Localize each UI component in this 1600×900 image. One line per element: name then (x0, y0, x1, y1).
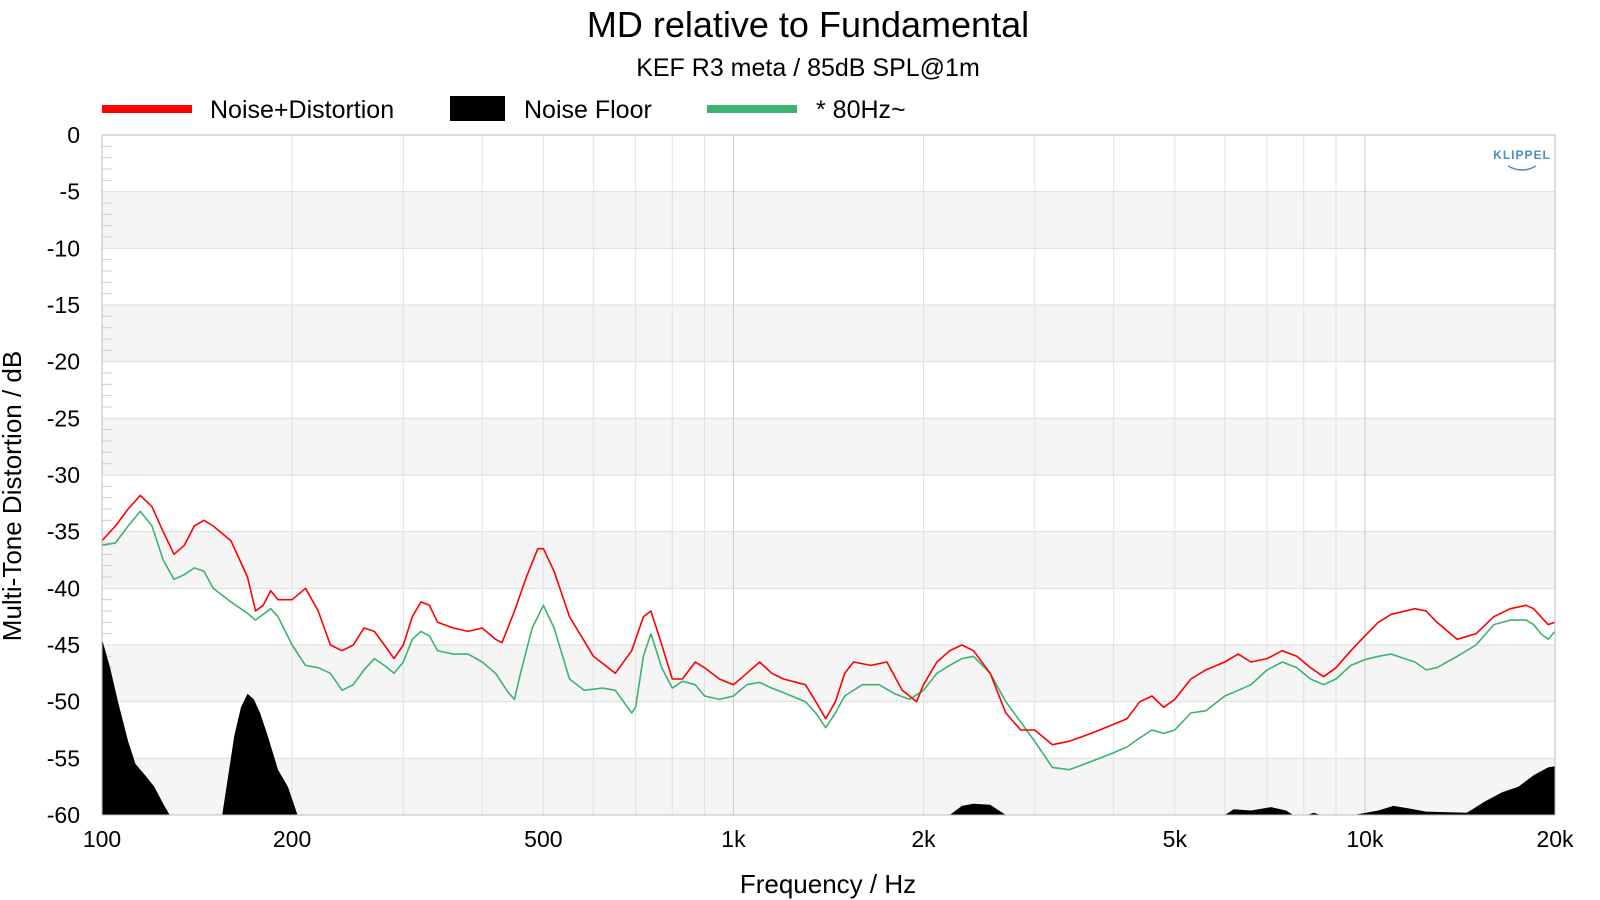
chart-subtitle: KEF R3 meta / 85dB SPL@1m (636, 54, 980, 82)
x-tick-labels: 100 200 500 1k 2k 5k 10k 20k (83, 826, 1574, 852)
y-tick-label: 0 (67, 122, 80, 148)
x-tick-label: 2k (911, 826, 936, 852)
plot-band (102, 645, 1555, 702)
x-tick-label: 5k (1163, 826, 1188, 852)
legend-label-noise-distortion: Noise+Distortion (210, 96, 394, 124)
y-tick-labels: 0 -5 -10 -15 -20 -25 -30 -35 -40 -45 -50 -55 -60 (47, 122, 80, 828)
legend: Noise+Distortion Noise Floor * 80Hz~ (102, 96, 906, 124)
y-tick-label: -15 (47, 292, 80, 318)
y-tick-label: -30 (47, 462, 80, 488)
x-tick-label: 10k (1346, 826, 1384, 852)
legend-swatch-80hz (707, 105, 797, 113)
legend-label-80hz: * 80Hz~ (816, 96, 906, 124)
y-tick-label: -20 (47, 349, 80, 375)
y-tick-label: -5 (60, 179, 80, 205)
grid (101, 134, 1556, 816)
y-tick-label: -50 (47, 689, 80, 715)
series-noise-floor-area (102, 639, 1555, 815)
y-tick-label: -55 (47, 745, 80, 771)
chart-title: MD relative to Fundamental (587, 4, 1029, 45)
x-axis-label: Frequency / Hz (740, 869, 916, 899)
plot-band (102, 191, 1555, 249)
x-tick-label: 500 (524, 826, 562, 852)
plot-band (102, 361, 1555, 419)
legend-label-noise-floor: Noise Floor (524, 96, 652, 124)
series-80hz-line (101, 510, 1556, 771)
y-tick-label: -35 (47, 519, 80, 545)
y-axis-label: Multi-Tone Distortion / dB (0, 351, 27, 641)
plot-frame (101, 134, 1556, 816)
plot-band (102, 701, 1555, 759)
plot-band (102, 531, 1555, 589)
y-tick-label: -60 (47, 802, 80, 828)
y-tick-label: -10 (47, 235, 80, 261)
klippel-logo-swoosh (1507, 165, 1537, 171)
y-tick-label: -45 (47, 632, 80, 658)
plot-bands (102, 135, 1555, 815)
plot-band (102, 248, 1555, 305)
y-tick-label: -25 (47, 405, 80, 431)
plot-band (102, 475, 1555, 532)
klippel-logo: KLIPPEL (1493, 148, 1551, 162)
legend-swatch-noise-floor (450, 96, 505, 121)
plot-band (102, 418, 1555, 475)
plot-band (102, 135, 1555, 192)
plot-band (102, 758, 1555, 815)
x-tick-label: 200 (273, 826, 311, 852)
x-tick-label: 20k (1536, 826, 1574, 852)
series-layer (101, 494, 1556, 815)
plot-band (102, 305, 1555, 362)
x-tick-label: 1k (721, 826, 746, 852)
y-tick-label: -40 (47, 575, 80, 601)
x-tick-label: 100 (83, 826, 121, 852)
plot-band (102, 588, 1555, 645)
series-noise-distortion-line (101, 494, 1556, 746)
legend-swatch-noise-distortion (102, 105, 192, 113)
watermark: KLIPPEL (1493, 148, 1551, 171)
